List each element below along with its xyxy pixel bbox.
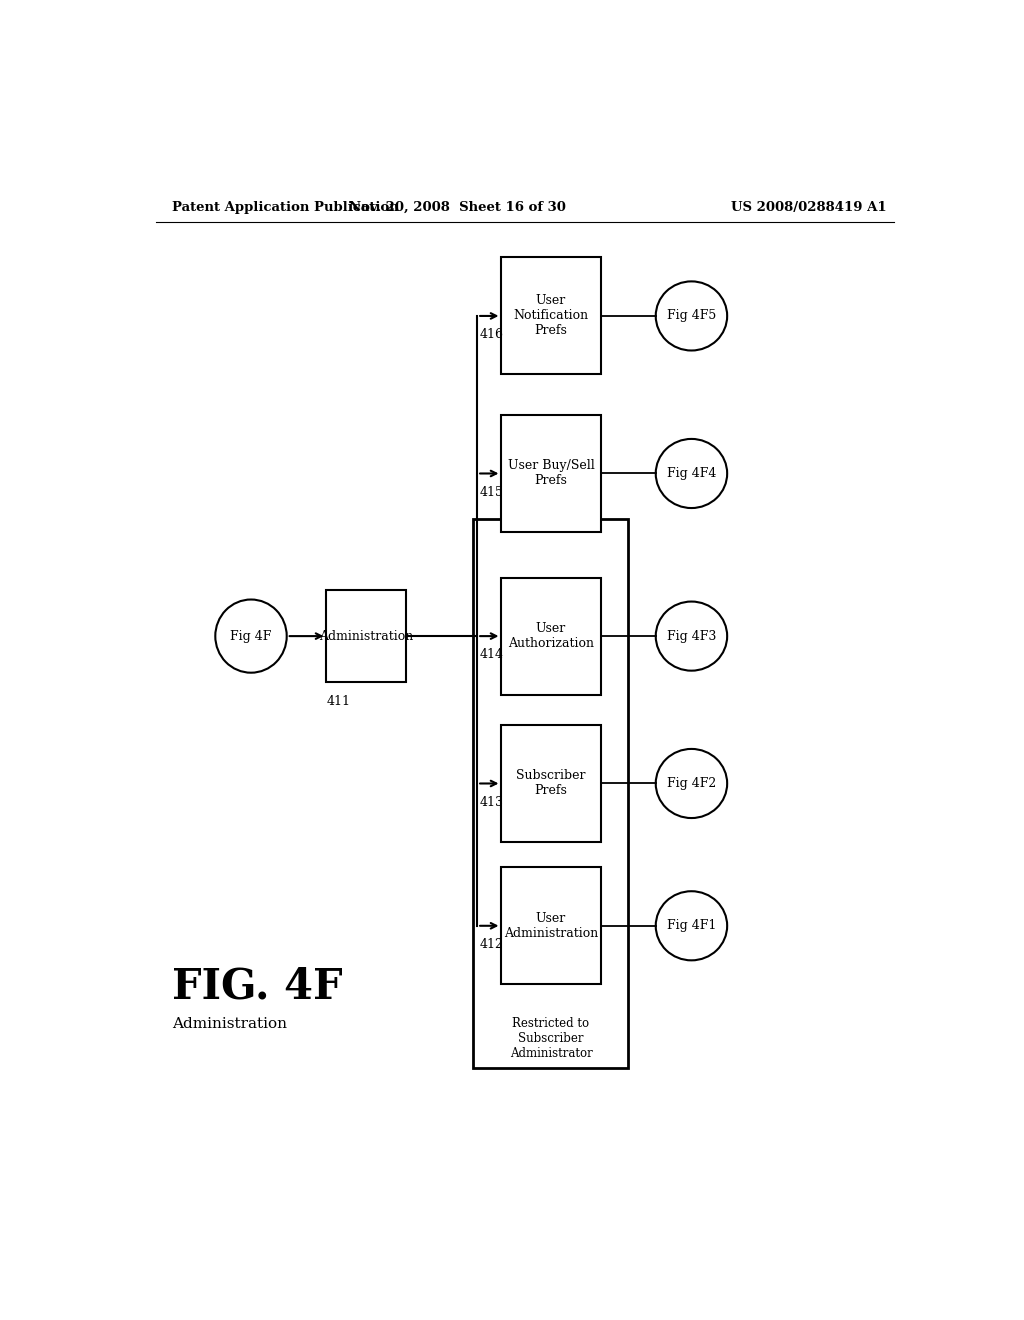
Text: FIG. 4F: FIG. 4F bbox=[172, 966, 342, 1007]
FancyBboxPatch shape bbox=[502, 725, 601, 842]
Text: 412: 412 bbox=[479, 939, 504, 950]
Text: Fig 4F4: Fig 4F4 bbox=[667, 467, 716, 480]
Text: User
Notification
Prefs: User Notification Prefs bbox=[513, 294, 589, 338]
FancyBboxPatch shape bbox=[502, 257, 601, 375]
Text: US 2008/0288419 A1: US 2008/0288419 A1 bbox=[731, 201, 887, 214]
Text: User Buy/Sell
Prefs: User Buy/Sell Prefs bbox=[508, 459, 594, 487]
Text: 415: 415 bbox=[479, 486, 504, 499]
Text: Fig 4F5: Fig 4F5 bbox=[667, 309, 716, 322]
Text: 413: 413 bbox=[479, 796, 504, 809]
Text: Fig 4F: Fig 4F bbox=[230, 630, 271, 643]
Text: Administration: Administration bbox=[172, 1018, 287, 1031]
Text: Fig 4F3: Fig 4F3 bbox=[667, 630, 716, 643]
FancyBboxPatch shape bbox=[502, 867, 601, 985]
Text: Restricted to
Subscriber
Administrator: Restricted to Subscriber Administrator bbox=[510, 1016, 592, 1060]
Text: Nov. 20, 2008  Sheet 16 of 30: Nov. 20, 2008 Sheet 16 of 30 bbox=[349, 201, 566, 214]
Text: Patent Application Publication: Patent Application Publication bbox=[172, 201, 398, 214]
Text: Fig 4F1: Fig 4F1 bbox=[667, 919, 716, 932]
FancyBboxPatch shape bbox=[327, 590, 406, 682]
Text: Administration: Administration bbox=[318, 630, 414, 643]
Text: 414: 414 bbox=[479, 648, 504, 661]
Text: Fig 4F2: Fig 4F2 bbox=[667, 777, 716, 789]
Text: User
Administration: User Administration bbox=[504, 912, 598, 940]
Text: User
Authorization: User Authorization bbox=[508, 622, 594, 651]
FancyBboxPatch shape bbox=[502, 414, 601, 532]
Text: 416: 416 bbox=[479, 329, 504, 341]
FancyBboxPatch shape bbox=[502, 578, 601, 694]
Text: Subscriber
Prefs: Subscriber Prefs bbox=[516, 770, 586, 797]
Text: 411: 411 bbox=[327, 696, 350, 708]
FancyBboxPatch shape bbox=[473, 519, 628, 1068]
